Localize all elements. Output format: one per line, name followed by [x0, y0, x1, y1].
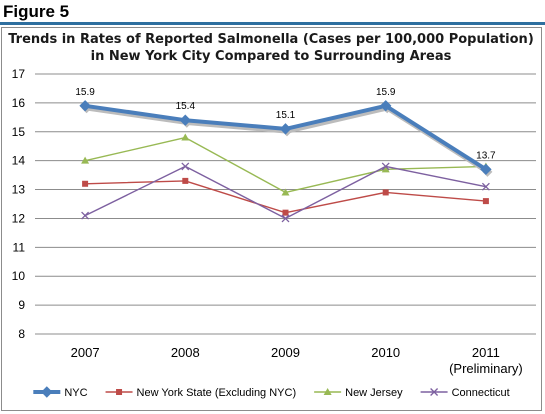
figure-label: Figure 5 [3, 2, 70, 21]
data-point [181, 133, 190, 141]
data-point [480, 163, 492, 176]
x-tick-label: 2010 [371, 345, 400, 360]
figure-title-rule [0, 22, 545, 25]
data-label: 15.9 [75, 87, 95, 98]
data-point [381, 165, 390, 173]
legend-swatch-marker [116, 389, 123, 395]
y-tick-label: 16 [12, 96, 26, 110]
x-tick-label: 2009 [271, 345, 300, 360]
legend-label: New Jersey [345, 387, 403, 399]
data-point [182, 177, 189, 184]
data-label: 15.1 [276, 110, 296, 121]
y-tick-label: 10 [12, 269, 26, 283]
y-tick-label: 13 [12, 183, 26, 197]
y-tick-label: 8 [18, 327, 25, 341]
legend-label: New York State (Excluding NYC) [137, 387, 297, 399]
data-point [379, 100, 392, 112]
legend-item-new-jersey: New Jersey [314, 387, 403, 399]
data-label: 13.7 [476, 150, 496, 161]
data-point [481, 182, 490, 191]
series-nyc [79, 100, 493, 177]
series-connecticut [81, 162, 490, 223]
data-point [181, 162, 190, 171]
y-tick-label: 14 [12, 154, 26, 168]
series-new-jersey [81, 133, 490, 196]
data-point [82, 180, 89, 187]
series-line [84, 136, 486, 194]
x-tick-label: (Preliminary) [449, 361, 523, 376]
x-tick-label: 2007 [71, 345, 100, 360]
x-tick-label: 2008 [171, 345, 200, 360]
data-point [81, 156, 90, 164]
legend-swatch-marker [430, 388, 439, 396]
chart-title-line-1: Trends in Rates of Reported Salmonella (… [8, 32, 534, 47]
legend: NYC New York State (Excluding NYC) New Jer… [33, 386, 510, 399]
data-point [482, 198, 489, 205]
series-new-york-state-excluding-nyc [82, 177, 489, 216]
y-tick-label: 12 [12, 211, 26, 225]
data-point [281, 188, 290, 196]
data-point [282, 209, 289, 216]
chart-frame: Trends in Rates of Reported Salmonella (… [1, 27, 542, 411]
line-chart: Trends in Rates of Reported Salmonella (… [8, 32, 536, 399]
data-point [382, 189, 389, 196]
legend-swatch-marker [323, 388, 332, 395]
data-point [281, 214, 290, 223]
legend-label: NYC [64, 387, 87, 399]
data-point [179, 114, 192, 126]
data-point [81, 211, 90, 220]
data-label: 15.4 [176, 101, 196, 112]
y-tick-label: 15 [12, 125, 26, 139]
y-tick-label: 11 [13, 240, 26, 254]
legend-swatch-marker [41, 386, 53, 398]
chart-title-line-2: in New York City Compared to Surrounding… [91, 49, 452, 64]
x-tick-label: 2011 [472, 345, 500, 360]
data-point [79, 100, 91, 112]
legend-item-connecticut: Connecticut [420, 387, 510, 399]
data-point [381, 162, 390, 171]
y-tick-label: 9 [18, 298, 25, 312]
data-label: 15.9 [376, 87, 396, 98]
legend-label: Connecticut [452, 387, 510, 399]
data-point [279, 123, 292, 135]
legend-item-new-york-state-excluding-nyc: New York State (Excluding NYC) [105, 387, 297, 399]
legend-item-nyc: NYC [33, 386, 88, 399]
y-tick-label: 17 [12, 67, 26, 81]
